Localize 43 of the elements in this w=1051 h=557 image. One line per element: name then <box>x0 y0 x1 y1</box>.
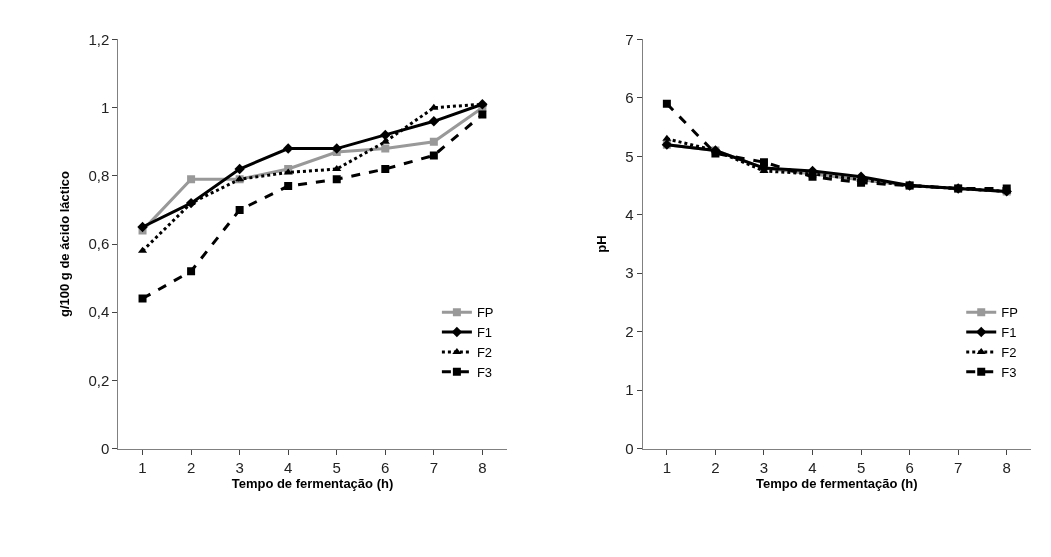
x-tick-label: 5 <box>856 458 866 476</box>
x-tick-label: 8 <box>1002 458 1011 476</box>
x-tick-label: 7 <box>954 458 963 476</box>
legend-label: FP <box>1001 305 1018 321</box>
legend-label: F2 <box>476 345 493 361</box>
legend-label: F3 <box>1001 364 1017 380</box>
y-tick-label: 0 <box>625 439 634 457</box>
y-tick-label: 0 <box>100 439 110 457</box>
y-tick-label: 0,2 <box>88 371 110 389</box>
legend-label: F3 <box>476 364 493 380</box>
x-tick-label: 3 <box>235 458 244 476</box>
x-tick-label: 3 <box>759 458 769 476</box>
x-tick-label: 8 <box>478 458 487 476</box>
legend-label: F1 <box>1001 325 1017 341</box>
y-tick-label: 1 <box>100 98 110 116</box>
y-tick-label: 0,4 <box>88 303 110 321</box>
y-axis-title: pH <box>594 235 610 253</box>
y-tick-label: 0,8 <box>88 167 110 185</box>
y-tick-label: 2 <box>625 322 634 340</box>
x-tick-label: 1 <box>662 458 672 476</box>
y-tick-label: 1,2 <box>88 30 110 48</box>
y-axis-title: g/100 g de ácido láctico <box>57 171 73 317</box>
x-tick-label: 1 <box>138 458 147 476</box>
x-tick-label: 7 <box>429 458 439 476</box>
y-tick-label: 7 <box>625 30 634 48</box>
x-tick-label: 4 <box>284 458 293 476</box>
y-tick-label: 3 <box>625 264 634 282</box>
x-tick-label: 6 <box>381 458 390 476</box>
legend-label: F2 <box>1001 345 1017 361</box>
y-tick-label: 4 <box>625 206 634 224</box>
y-tick-label: 0,6 <box>88 235 110 253</box>
x-axis-title: Tempo de fermentação (h) <box>756 476 918 492</box>
y-tick-label: 6 <box>625 89 634 107</box>
x-axis-title: Tempo de fermentação (h) <box>231 476 394 492</box>
x-tick-label: 4 <box>808 458 817 476</box>
y-tick-label: 1 <box>625 381 634 399</box>
x-tick-label: 2 <box>186 458 196 476</box>
legend-label: FP <box>476 305 494 321</box>
legend-label: F1 <box>476 325 493 341</box>
y-tick-label: 5 <box>625 147 634 165</box>
x-tick-label: 5 <box>332 458 341 476</box>
x-tick-label: 6 <box>905 458 914 476</box>
x-tick-label: 2 <box>711 458 720 476</box>
